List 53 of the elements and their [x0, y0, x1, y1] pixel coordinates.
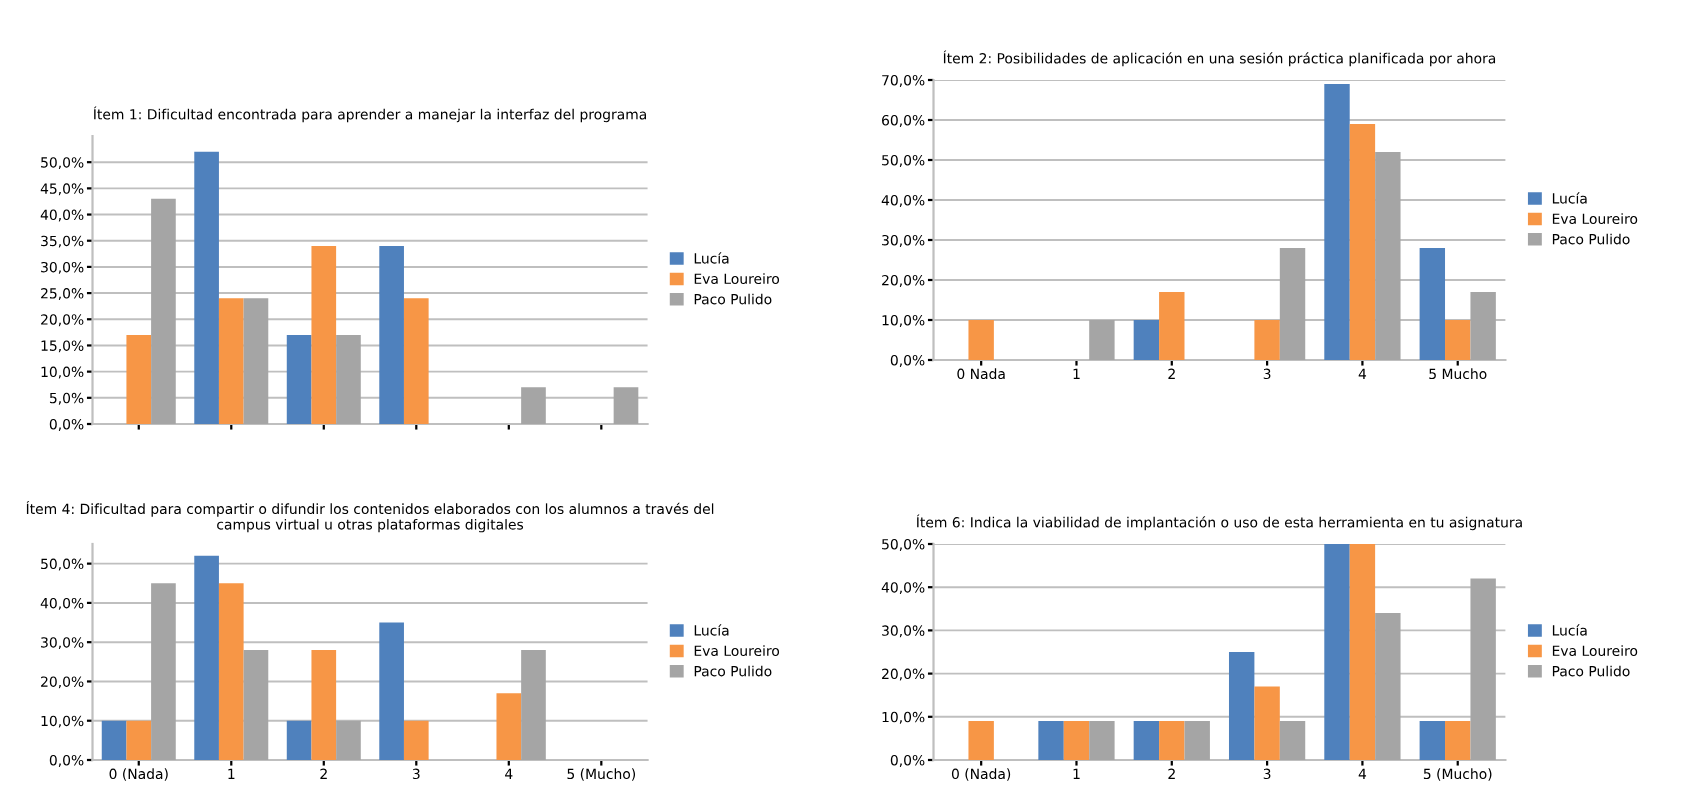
bar: [286, 720, 312, 760]
bar: [311, 245, 337, 424]
bar: [1159, 721, 1185, 760]
bar: [379, 622, 404, 760]
bar: [218, 583, 244, 760]
bar: [126, 720, 152, 760]
bar: [336, 720, 361, 760]
bar: [1063, 721, 1090, 760]
bar: [1375, 152, 1401, 360]
bar: [968, 320, 994, 360]
bar: [1324, 544, 1350, 760]
bar: [1089, 320, 1115, 360]
bar: [243, 298, 269, 424]
bar: [1254, 320, 1280, 360]
bar: [1419, 248, 1446, 360]
bar: [194, 151, 219, 424]
bar: [126, 334, 152, 424]
bar: [1133, 721, 1160, 760]
bar: [1228, 652, 1255, 760]
bar: [1470, 578, 1496, 760]
bar: [1184, 721, 1210, 760]
bar: [403, 298, 429, 424]
bar: [1159, 292, 1185, 360]
bar: [194, 555, 219, 760]
bar: [968, 721, 994, 760]
bar: [151, 583, 176, 760]
bar: [1279, 721, 1306, 760]
bar: [1089, 721, 1115, 760]
bar: [1349, 544, 1376, 760]
bar: [1375, 613, 1401, 760]
bar: [1038, 721, 1064, 760]
bar: [1470, 292, 1496, 360]
bar: [521, 387, 546, 424]
bar: [1419, 721, 1446, 760]
bar: [311, 650, 337, 760]
bar: [243, 650, 269, 760]
bar: [1279, 248, 1306, 360]
bar: [1133, 320, 1160, 360]
bar: [336, 334, 361, 424]
bar: [1349, 124, 1376, 360]
bar: [1445, 721, 1471, 760]
bar: [496, 693, 522, 760]
bar: [1254, 686, 1280, 760]
bar: [218, 298, 244, 424]
bar: [286, 334, 312, 424]
bar: [613, 387, 639, 424]
bar: [101, 720, 127, 760]
bar: [1324, 84, 1350, 360]
bar: [1445, 320, 1471, 360]
bar: [403, 720, 429, 760]
bar: [151, 198, 176, 424]
bar: [379, 245, 404, 424]
bar: [521, 650, 546, 760]
